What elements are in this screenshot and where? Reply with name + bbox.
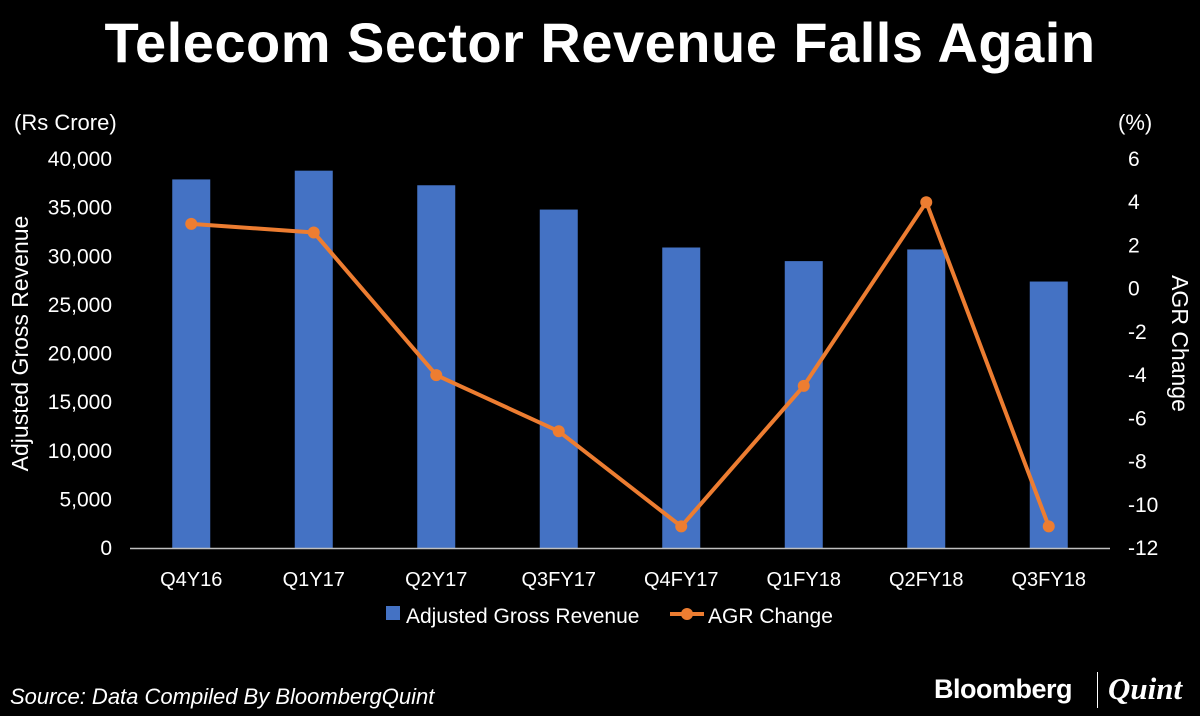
legend-swatch-agr-marker	[681, 608, 693, 620]
agr-change-point	[1042, 520, 1055, 533]
right-tick-label: 0	[1128, 278, 1140, 301]
left-tick-label: 0	[100, 537, 112, 560]
right-tick-label: 6	[1128, 148, 1140, 171]
x-tick-label: Q1FY18	[767, 569, 841, 591]
x-tick-label: Q3FY18	[1012, 569, 1086, 591]
bar	[172, 179, 211, 549]
left-axis-unit: (Rs Crore)	[14, 110, 117, 135]
agr-change-point	[552, 425, 565, 438]
left-tick-label: 35,000	[48, 197, 112, 220]
x-tick-label: Q1Y17	[283, 569, 345, 591]
brand-logo-quint: Quint	[1108, 671, 1183, 706]
left-tick-label: 40,000	[48, 148, 112, 171]
agr-change-point	[797, 379, 810, 392]
left-tick-label: 5,000	[59, 488, 112, 511]
agr-change-point	[185, 217, 198, 230]
brand-logo-bloomberg: Bloomberg	[934, 674, 1073, 704]
right-axis-unit: (%)	[1118, 110, 1153, 135]
right-tick-label: 2	[1128, 234, 1140, 257]
left-tick-label: 15,000	[48, 391, 112, 414]
x-tick-label: Q4Y16	[160, 569, 222, 591]
left-axis-title: Adjusted Gross Revenue	[7, 216, 33, 472]
left-tick-label: 20,000	[48, 343, 112, 366]
left-tick-label: 25,000	[48, 294, 112, 317]
x-tick-label: Q2FY18	[889, 569, 963, 591]
right-tick-label: -8	[1128, 451, 1147, 474]
agr-change-line	[191, 200, 1051, 529]
left-tick-label: 30,000	[48, 245, 112, 268]
right-tick-label: -10	[1128, 494, 1158, 517]
x-tick-label: Q2Y17	[405, 569, 467, 591]
agr-change-point	[675, 520, 688, 533]
right-tick-label: -4	[1128, 364, 1147, 387]
chart-title: Telecom Sector Revenue Falls Again	[104, 11, 1096, 74]
right-axis-title: AGR Change	[1167, 275, 1193, 412]
bar	[662, 247, 701, 548]
bar	[907, 249, 946, 548]
x-tick-label: Q4FY17	[644, 569, 718, 591]
left-tick-label: 10,000	[48, 440, 112, 463]
x-tick-label: Q3FY17	[522, 569, 596, 591]
legend-swatch-revenue	[386, 606, 400, 620]
agr-change-point	[430, 369, 443, 382]
right-tick-label: -12	[1128, 537, 1158, 560]
legend-label-revenue: Adjusted Gross Revenue	[406, 605, 639, 628]
right-tick-label: -6	[1128, 407, 1147, 430]
right-tick-label: -2	[1128, 321, 1147, 344]
brand-divider	[1097, 672, 1098, 708]
agr-change-point	[307, 226, 320, 239]
legend-label-agr: AGR Change	[708, 605, 833, 628]
bar	[784, 261, 823, 548]
agr-change-point	[920, 196, 933, 209]
bar	[417, 185, 456, 548]
bar	[1029, 281, 1068, 548]
bar	[539, 209, 578, 548]
right-tick-label: 4	[1128, 191, 1140, 214]
source-note: Source: Data Compiled By BloombergQuint	[10, 684, 435, 709]
